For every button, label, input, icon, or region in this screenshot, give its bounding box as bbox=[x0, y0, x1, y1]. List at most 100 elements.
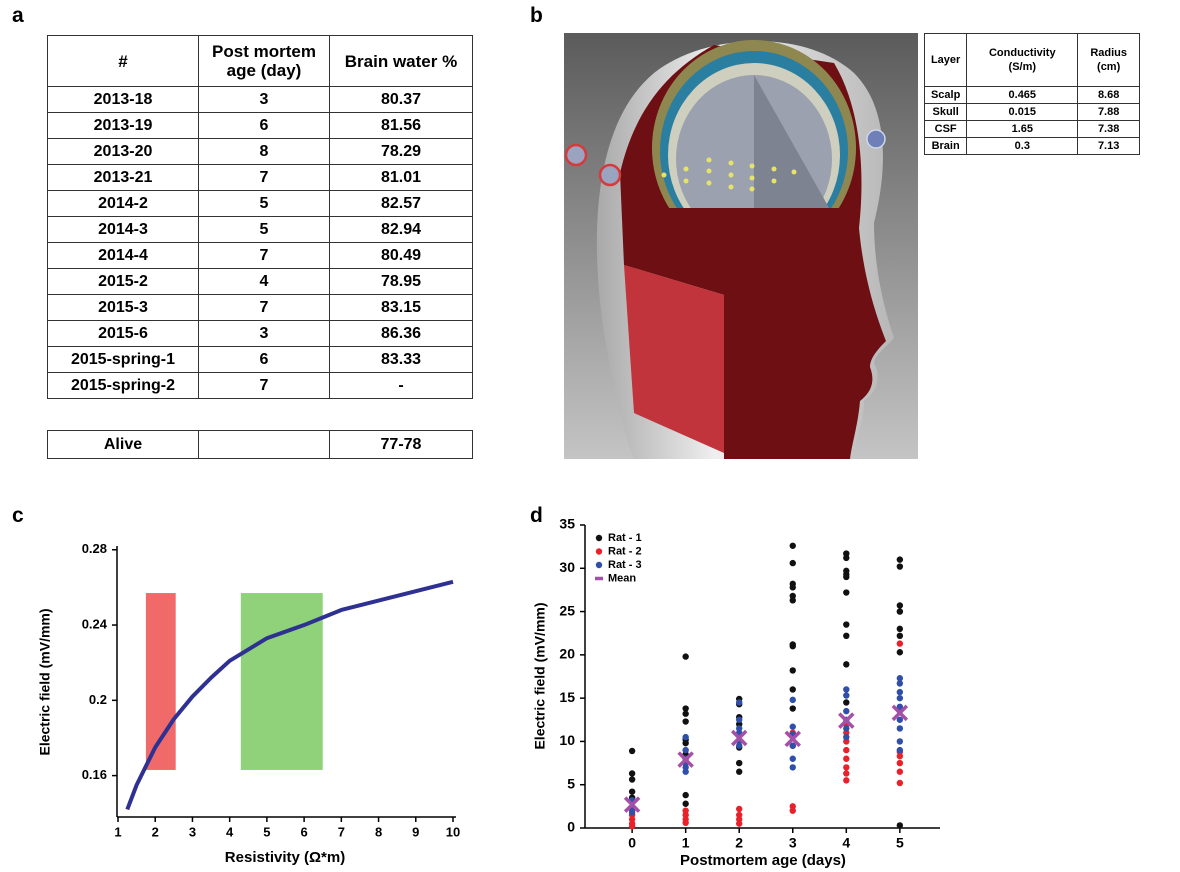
legend-swatch bbox=[596, 548, 602, 554]
y-axis-title: Electric field (mV/mm) bbox=[532, 602, 548, 749]
data-point bbox=[897, 769, 903, 775]
data-point bbox=[790, 764, 796, 770]
data-point bbox=[843, 756, 849, 762]
x-tick-label: 7 bbox=[338, 824, 345, 839]
data-point bbox=[897, 780, 903, 786]
y-tick-label: 5 bbox=[567, 775, 575, 791]
data-point bbox=[843, 661, 849, 667]
data-point bbox=[682, 740, 688, 746]
legend-swatch bbox=[596, 535, 602, 541]
data-point bbox=[897, 760, 903, 766]
data-point bbox=[897, 626, 903, 632]
data-point bbox=[843, 621, 849, 627]
data-point bbox=[843, 574, 849, 580]
data-point bbox=[897, 689, 903, 695]
data-point bbox=[790, 543, 796, 549]
x-tick-label: 4 bbox=[226, 824, 234, 839]
data-point bbox=[682, 734, 688, 740]
data-point bbox=[682, 820, 688, 826]
x-tick-label: 5 bbox=[896, 835, 904, 851]
x-tick-label: 1 bbox=[682, 835, 690, 851]
y-tick-label: 0.28 bbox=[82, 541, 107, 556]
data-point bbox=[843, 699, 849, 705]
data-point bbox=[843, 764, 849, 770]
data-point bbox=[682, 769, 688, 775]
data-point bbox=[682, 653, 688, 659]
y-tick-label: 0.24 bbox=[82, 616, 108, 631]
data-point bbox=[843, 708, 849, 714]
data-point bbox=[682, 711, 688, 717]
data-point bbox=[897, 602, 903, 608]
data-point bbox=[843, 747, 849, 753]
region bbox=[146, 593, 176, 770]
y-tick-label: 0.2 bbox=[89, 692, 107, 707]
data-point bbox=[736, 699, 742, 705]
y-tick-label: 35 bbox=[559, 516, 575, 532]
y-tick-label: 25 bbox=[559, 602, 575, 618]
data-point bbox=[790, 560, 796, 566]
x-axis-title: Postmortem age (days) bbox=[680, 852, 846, 869]
region bbox=[241, 593, 323, 770]
data-point bbox=[790, 597, 796, 603]
y-tick-label: 0.16 bbox=[82, 767, 107, 782]
y-tick-label: 0 bbox=[567, 819, 575, 835]
data-point bbox=[629, 809, 635, 815]
data-point bbox=[897, 649, 903, 655]
data-point bbox=[790, 584, 796, 590]
data-point bbox=[629, 776, 635, 782]
data-point bbox=[897, 556, 903, 562]
data-point bbox=[790, 756, 796, 762]
data-point bbox=[736, 760, 742, 766]
data-point bbox=[843, 777, 849, 783]
data-point bbox=[897, 725, 903, 731]
x-tick-label: 3 bbox=[789, 835, 797, 851]
legend-label: Rat - 1 bbox=[608, 532, 642, 544]
x-tick-label: 3 bbox=[189, 824, 196, 839]
legend-swatch bbox=[596, 562, 602, 568]
data-point bbox=[790, 643, 796, 649]
y-tick-label: 30 bbox=[559, 559, 575, 575]
x-tick-label: 2 bbox=[735, 835, 743, 851]
figure: a b c d # Post mortem age (day) Brain wa… bbox=[0, 0, 1180, 872]
legend-label: Mean bbox=[608, 572, 636, 584]
data-point bbox=[897, 753, 903, 759]
data-point bbox=[790, 686, 796, 692]
data-point bbox=[736, 717, 742, 723]
data-point bbox=[790, 667, 796, 673]
data-point bbox=[682, 792, 688, 798]
data-point bbox=[843, 633, 849, 639]
data-point bbox=[736, 769, 742, 775]
x-axis-title: Resistivity (Ω*m) bbox=[225, 849, 345, 866]
data-point bbox=[790, 697, 796, 703]
data-point bbox=[682, 747, 688, 753]
data-point bbox=[897, 695, 903, 701]
data-point bbox=[843, 770, 849, 776]
y-tick-label: 20 bbox=[559, 646, 575, 662]
x-tick-label: 6 bbox=[300, 824, 307, 839]
y-tick-label: 15 bbox=[559, 689, 575, 705]
x-tick-label: 2 bbox=[152, 824, 159, 839]
data-point bbox=[843, 725, 849, 731]
data-point bbox=[682, 801, 688, 807]
data-point bbox=[790, 705, 796, 711]
data-point bbox=[843, 589, 849, 595]
legend-label: Rat - 3 bbox=[608, 559, 642, 571]
data-point bbox=[897, 640, 903, 646]
data-point bbox=[897, 738, 903, 744]
data-point bbox=[843, 686, 849, 692]
data-point bbox=[736, 743, 742, 749]
data-point bbox=[897, 563, 903, 569]
data-point bbox=[843, 692, 849, 698]
x-tick-label: 10 bbox=[446, 824, 460, 839]
x-tick-label: 1 bbox=[114, 824, 121, 839]
x-tick-label: 5 bbox=[263, 824, 270, 839]
data-point bbox=[736, 820, 742, 826]
data-point bbox=[897, 747, 903, 753]
legend-label: Rat - 2 bbox=[608, 545, 642, 557]
data-point bbox=[843, 555, 849, 561]
data-point bbox=[736, 806, 742, 812]
x-tick-label: 8 bbox=[375, 824, 382, 839]
x-tick-label: 4 bbox=[842, 835, 850, 851]
data-point bbox=[897, 680, 903, 686]
data-point bbox=[790, 724, 796, 730]
